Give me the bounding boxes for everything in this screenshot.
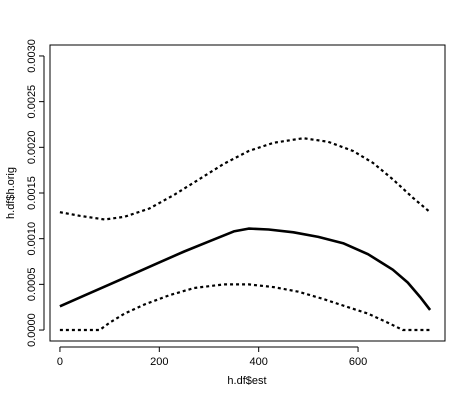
y-tick-label: 0.0000 <box>26 313 38 347</box>
x-tick-label: 600 <box>349 356 367 368</box>
y-axis-label: h.df$h.orig <box>5 167 17 219</box>
y-tick-label: 0.0005 <box>26 268 38 302</box>
x-axis-label: h.df$est <box>227 375 266 387</box>
x-tick-label: 200 <box>150 356 168 368</box>
y-tick-label: 0.0015 <box>26 176 38 210</box>
plot-frame <box>49 44 446 342</box>
x-axis: 0 200 400 600 <box>57 346 367 368</box>
estimate-line <box>59 227 432 311</box>
y-tick-label: 0.0025 <box>26 85 38 119</box>
upper-bound-line <box>59 137 431 221</box>
y-tick-label: 0.0030 <box>26 39 38 73</box>
x-tick-label: 400 <box>249 356 267 368</box>
y-tick-label: 0.0020 <box>26 130 38 164</box>
y-tick-label: 0.0010 <box>26 222 38 256</box>
y-axis: 0.0000 0.0005 0.0010 0.0015 0.0020 0.0025 0.00… <box>26 39 45 347</box>
series-layer <box>59 137 432 332</box>
lower-bound-line <box>59 283 431 332</box>
x-tick-label: 0 <box>57 356 63 368</box>
